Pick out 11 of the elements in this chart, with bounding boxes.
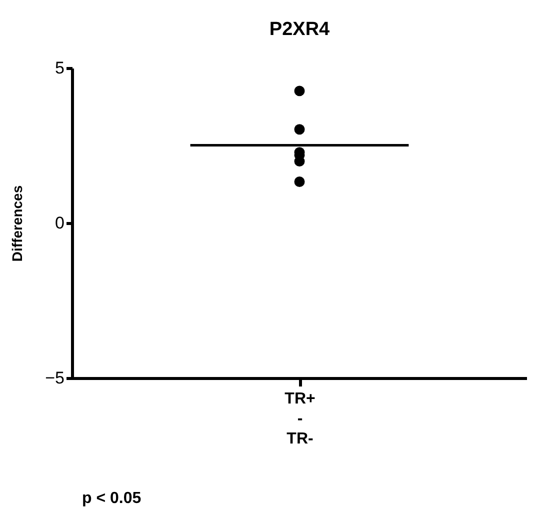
text: p < 0.05 [82, 490, 142, 507]
point [294, 86, 305, 96]
x-tick-label: TR+ - TR- [284, 390, 316, 448]
point [294, 124, 305, 135]
y-tick-label: −5 [45, 368, 64, 388]
y-tick-label: 5 [55, 58, 64, 78]
chart-title: P2XR4 [269, 19, 330, 40]
point [294, 156, 305, 167]
y-axis-title: Differences [9, 185, 26, 262]
point [294, 176, 305, 188]
y-tick-label: 0 [55, 214, 64, 232]
